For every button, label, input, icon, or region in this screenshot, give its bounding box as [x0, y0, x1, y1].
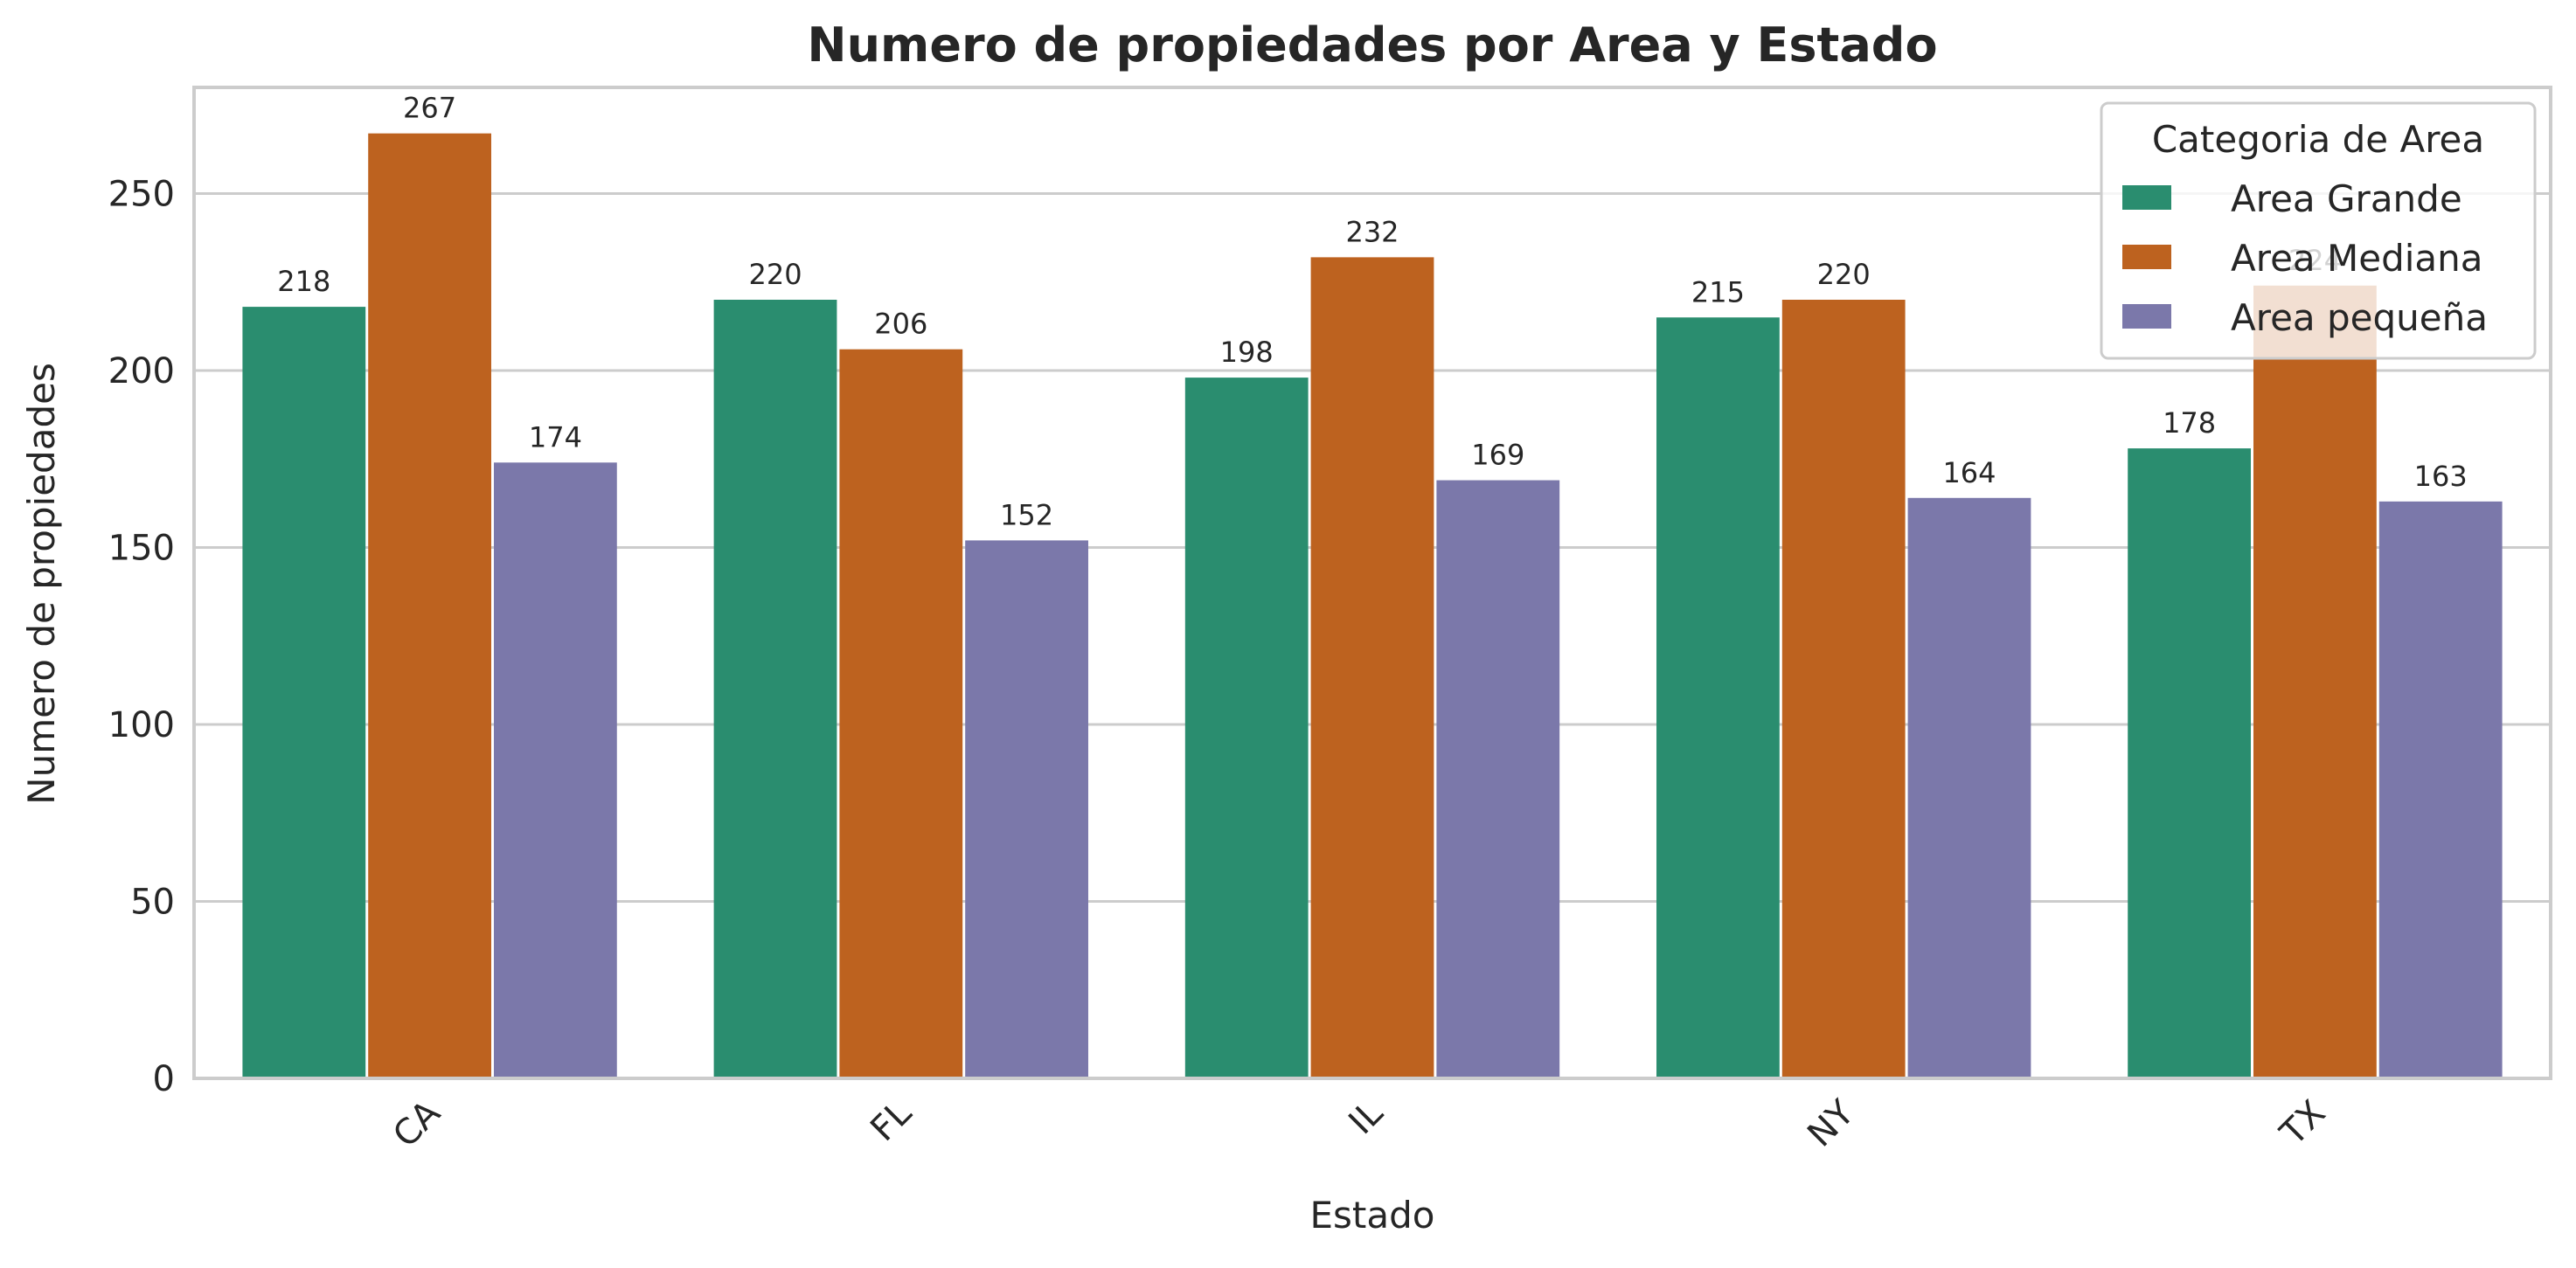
x-tick-label: FL [863, 1092, 920, 1149]
plot-frame [192, 86, 2552, 1080]
legend-box [2100, 101, 2537, 360]
bar [493, 462, 617, 1078]
legend-title: Categoria de Area [2152, 118, 2484, 161]
x-tick-label: CA [385, 1092, 448, 1155]
bar-value-label: 174 [529, 420, 582, 454]
bar [713, 300, 837, 1078]
bar-value-label: 218 [277, 265, 330, 298]
legend: Categoria de Area Area Grande Area Mediana… [2100, 101, 2537, 360]
y-tick-label: 150 [108, 529, 175, 569]
bar-value-label: 220 [1817, 258, 1871, 291]
legend-label: Area Mediana [2231, 237, 2483, 280]
bar-value-label: 267 [403, 92, 456, 125]
bar [1781, 300, 1906, 1078]
bar [839, 349, 963, 1078]
bar-value-label: 169 [1471, 439, 1524, 472]
bar [965, 540, 1088, 1078]
bar-value-label: 152 [1000, 498, 1053, 531]
y-tick-label: 50 [130, 883, 175, 923]
bar [2253, 285, 2377, 1078]
bar-value-label: 198 [1220, 336, 1274, 369]
bar-value-label: 232 [1345, 215, 1399, 248]
y-tick-label: 100 [108, 705, 175, 745]
bar-value-label: 215 [1691, 275, 1745, 308]
x-axis-label: Estado [1310, 1194, 1435, 1237]
y-tick-label: 250 [108, 175, 175, 215]
x-tick-label: IL [1341, 1092, 1391, 1142]
bar [2378, 501, 2503, 1078]
bar-value-label: 220 [748, 258, 802, 291]
x-tick-label: NY [1800, 1092, 1862, 1154]
y-tick-label: 0 [153, 1059, 175, 1099]
bar [2128, 448, 2252, 1078]
x-tick-label: TX [2273, 1093, 2334, 1154]
bar-value-label: 163 [2414, 460, 2468, 493]
bar [242, 307, 366, 1079]
bar [368, 133, 491, 1078]
chart-title: Numero de propiedades por Area y Estado [807, 17, 1937, 73]
bar [1184, 378, 1309, 1079]
bar-value-label: 206 [874, 308, 927, 341]
y-axis-label: Numero de propiedades [20, 363, 63, 805]
bar [1436, 480, 1560, 1078]
bar-value-label: 164 [1942, 456, 1996, 489]
legend-label: Area pequeña [2231, 296, 2488, 339]
legend-label: Area Grande [2231, 177, 2462, 220]
legend-swatch [2122, 304, 2171, 329]
legend-swatch [2122, 245, 2171, 269]
bar [1907, 497, 2031, 1078]
bar [1310, 257, 1434, 1078]
legend-swatch [2122, 185, 2171, 210]
y-tick-label: 200 [108, 351, 175, 391]
bar-value-label: 178 [2163, 406, 2216, 440]
bar [1656, 317, 1780, 1078]
